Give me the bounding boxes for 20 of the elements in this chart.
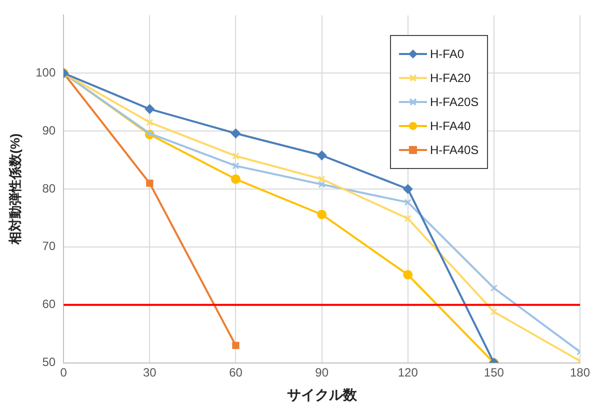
x-axis-title: サイクル数 <box>286 386 358 402</box>
legend-label: H-FA40S <box>430 143 479 158</box>
x-tick-label: 30 <box>143 365 157 380</box>
y-tick-label: 100 <box>36 65 56 80</box>
x-tick-label: 180 <box>570 365 590 380</box>
y-axis-title: 相対動弾性係数(%) <box>7 133 22 246</box>
y-tick-label: 60 <box>42 297 56 312</box>
x-tick-label: 0 <box>60 365 68 380</box>
x-tick-label: 150 <box>484 365 504 380</box>
y-tick-label: 80 <box>42 181 56 196</box>
legend-label: H-FA20 <box>430 71 471 86</box>
x-tick-label: 120 <box>398 365 418 380</box>
y-tick-label: 90 <box>42 123 56 138</box>
x-tick-label: 90 <box>315 365 329 380</box>
x-tick-label: 60 <box>229 365 243 380</box>
y-tick-label: 70 <box>42 239 56 254</box>
y-tick-label: 50 <box>42 355 56 370</box>
legend-label: H-FA0 <box>430 47 464 62</box>
legend-label: H-FA20S <box>430 95 479 110</box>
legend-label: H-FA40 <box>430 119 471 134</box>
